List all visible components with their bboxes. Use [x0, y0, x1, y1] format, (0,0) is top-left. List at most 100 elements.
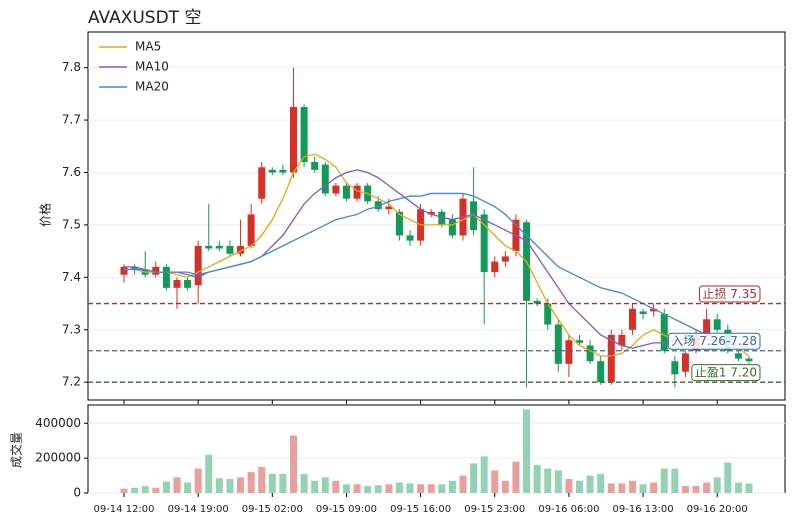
volume-bar: [321, 477, 329, 493]
x-tick-label: 09-14 12:00: [93, 504, 154, 515]
volume-bar: [597, 473, 605, 493]
x-tick-label: 09-15 02:00: [242, 504, 303, 515]
volume-bar: [692, 486, 700, 493]
volume-bar: [724, 462, 732, 493]
candle-body: [438, 211, 446, 225]
y-axis-label: 价格: [38, 203, 53, 227]
volume-axis-label: 成交量: [9, 432, 24, 468]
candle-body: [671, 361, 679, 375]
candle-body: [289, 106, 297, 173]
volume-bar: [703, 482, 711, 493]
volume-bar: [385, 484, 393, 493]
volume-bar: [268, 473, 276, 493]
chart-title: AVAXUSDT 空: [88, 8, 201, 28]
candle-body: [194, 245, 202, 286]
candle-body: [205, 245, 213, 249]
y-tick-label: 7.8: [62, 60, 81, 74]
volume-bar: [279, 473, 287, 493]
volume-bar: [734, 482, 742, 493]
candle-body: [734, 353, 742, 359]
volume-bar: [480, 456, 488, 493]
candle-body: [268, 169, 276, 173]
volume-bar: [501, 480, 509, 493]
candle-body: [713, 319, 721, 330]
x-tick-label: 09-14 19:00: [168, 504, 229, 515]
legend-label: MA10: [135, 60, 169, 74]
volume-tick-label: 400000: [35, 416, 81, 430]
volume-bar: [152, 487, 160, 493]
candle-body: [639, 311, 647, 315]
candle-body: [576, 340, 584, 343]
level-label: 止盈1 7.20: [695, 366, 757, 380]
volume-bar: [459, 475, 467, 493]
volume-bar: [226, 479, 234, 493]
volume-bar: [289, 435, 297, 493]
volume-bar: [427, 484, 435, 493]
candle-body: [660, 314, 668, 351]
candle-body: [544, 303, 552, 325]
volume-bar: [681, 486, 689, 493]
volume-bar: [417, 484, 425, 493]
volume-bar: [607, 483, 615, 493]
volume-bar: [215, 478, 223, 493]
volume-bar: [237, 477, 245, 493]
y-tick-label: 7.6: [62, 165, 81, 179]
candle-body: [745, 358, 753, 362]
volume-bar: [618, 483, 626, 493]
candle-body: [237, 245, 245, 254]
volume-bar: [660, 468, 668, 493]
volume-bar: [628, 480, 636, 493]
level-label: 止损 7.35: [702, 287, 757, 301]
candle-body: [152, 266, 160, 275]
volume-bar: [491, 470, 499, 493]
candle-body: [247, 214, 255, 246]
volume-bar: [131, 487, 139, 493]
volume-frame: [87, 404, 786, 494]
volume-bar: [523, 409, 531, 493]
volume-bar: [258, 466, 266, 493]
candle-body: [311, 162, 319, 170]
x-tick-label: 09-15 09:00: [316, 504, 377, 515]
candle-body: [501, 256, 509, 262]
candle-body: [427, 211, 435, 215]
candle-body: [480, 214, 488, 273]
ma-line: [124, 169, 750, 349]
x-tick-label: 09-16 06:00: [538, 504, 599, 515]
ma-line: [124, 192, 750, 349]
y-tick-label: 7.2: [62, 375, 81, 389]
volume-bar: [194, 468, 202, 493]
price-frame: [87, 31, 786, 401]
candle-body: [395, 211, 403, 236]
volume-bar: [311, 480, 319, 493]
volume-bar: [438, 484, 446, 493]
candle-body: [173, 279, 181, 288]
volume-bar: [395, 482, 403, 493]
volume-bar: [300, 473, 308, 493]
y-tick-label: 7.7: [62, 113, 81, 127]
volume-bar: [342, 484, 350, 493]
volume-bar: [533, 465, 541, 493]
candle-body: [406, 235, 414, 241]
y-tick-label: 7.4: [62, 270, 81, 284]
volume-bar: [353, 484, 361, 493]
volume-bar: [332, 480, 340, 493]
volume-bar: [470, 463, 478, 493]
legend-label: MA20: [135, 80, 169, 94]
candle-body: [703, 319, 711, 335]
candle-body: [120, 266, 128, 275]
candle-body: [650, 308, 658, 312]
y-tick-label: 7.3: [62, 322, 81, 336]
volume-bar: [586, 475, 594, 493]
candle-body: [491, 261, 499, 273]
volume-bar: [406, 483, 414, 493]
volume-bar: [448, 480, 456, 493]
candle-body: [131, 266, 139, 270]
volume-bar: [713, 477, 721, 493]
candle-body: [332, 185, 340, 194]
volume-bar: [173, 477, 181, 493]
volume-bar: [512, 461, 520, 493]
candle-body: [470, 201, 478, 231]
candle-body: [184, 279, 192, 288]
x-tick-label: 09-15 23:00: [464, 504, 525, 515]
candle-body: [554, 324, 562, 364]
